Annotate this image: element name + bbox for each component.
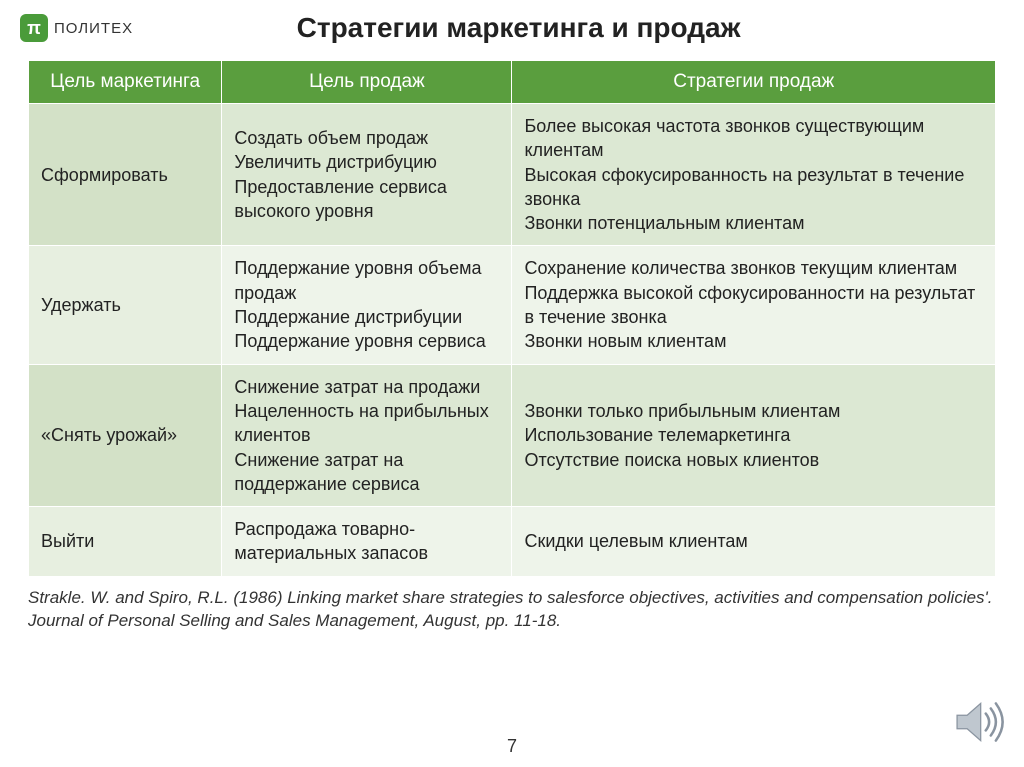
cell-marketing-goal: Сформировать bbox=[29, 104, 222, 246]
col-header-sales-strategy: Стратегии продаж bbox=[512, 61, 996, 104]
table-row: Удержать Поддержание уровня объема прода… bbox=[29, 246, 996, 364]
logo-text: ПОЛИТЕХ bbox=[54, 20, 133, 37]
table-container: Цель маркетинга Цель продаж Стратегии пр… bbox=[0, 52, 1024, 577]
col-header-marketing-goal: Цель маркетинга bbox=[29, 61, 222, 104]
speaker-icon bbox=[952, 695, 1006, 749]
table-row: Выйти Распродажа товарно-материальных за… bbox=[29, 507, 996, 577]
citation-text: Strakle. W. and Spiro, R.L. (1986) Linki… bbox=[0, 577, 1024, 633]
pi-icon: π bbox=[20, 14, 48, 42]
col-header-sales-goal: Цель продаж bbox=[222, 61, 512, 104]
slide-title: Стратегии маркетинга и продаж bbox=[133, 12, 1004, 44]
cell-sales-goal: Снижение затрат на продажиНацеленность н… bbox=[222, 364, 512, 506]
cell-sales-goal: Поддержание уровня объема продажПоддержа… bbox=[222, 246, 512, 364]
cell-marketing-goal: «Снять урожай» bbox=[29, 364, 222, 506]
logo: π ПОЛИТЕХ bbox=[20, 14, 133, 42]
cell-marketing-goal: Удержать bbox=[29, 246, 222, 364]
strategies-table: Цель маркетинга Цель продаж Стратегии пр… bbox=[28, 60, 996, 577]
cell-sales-strategy: Более высокая частота звонков существующ… bbox=[512, 104, 996, 246]
page-number: 7 bbox=[0, 736, 1024, 757]
slide-header: π ПОЛИТЕХ Стратегии маркетинга и продаж bbox=[0, 0, 1024, 52]
cell-sales-goal: Распродажа товарно-материальных запасов bbox=[222, 507, 512, 577]
cell-sales-strategy: Скидки целевым клиентам bbox=[512, 507, 996, 577]
table-row: Сформировать Создать объем продажУвеличи… bbox=[29, 104, 996, 246]
table-header-row: Цель маркетинга Цель продаж Стратегии пр… bbox=[29, 61, 996, 104]
table-row: «Снять урожай» Снижение затрат на продаж… bbox=[29, 364, 996, 506]
cell-sales-strategy: Сохранение количества звонков текущим кл… bbox=[512, 246, 996, 364]
cell-sales-strategy: Звонки только прибыльным клиентамИспольз… bbox=[512, 364, 996, 506]
cell-sales-goal: Создать объем продажУвеличить дистрибуци… bbox=[222, 104, 512, 246]
cell-marketing-goal: Выйти bbox=[29, 507, 222, 577]
